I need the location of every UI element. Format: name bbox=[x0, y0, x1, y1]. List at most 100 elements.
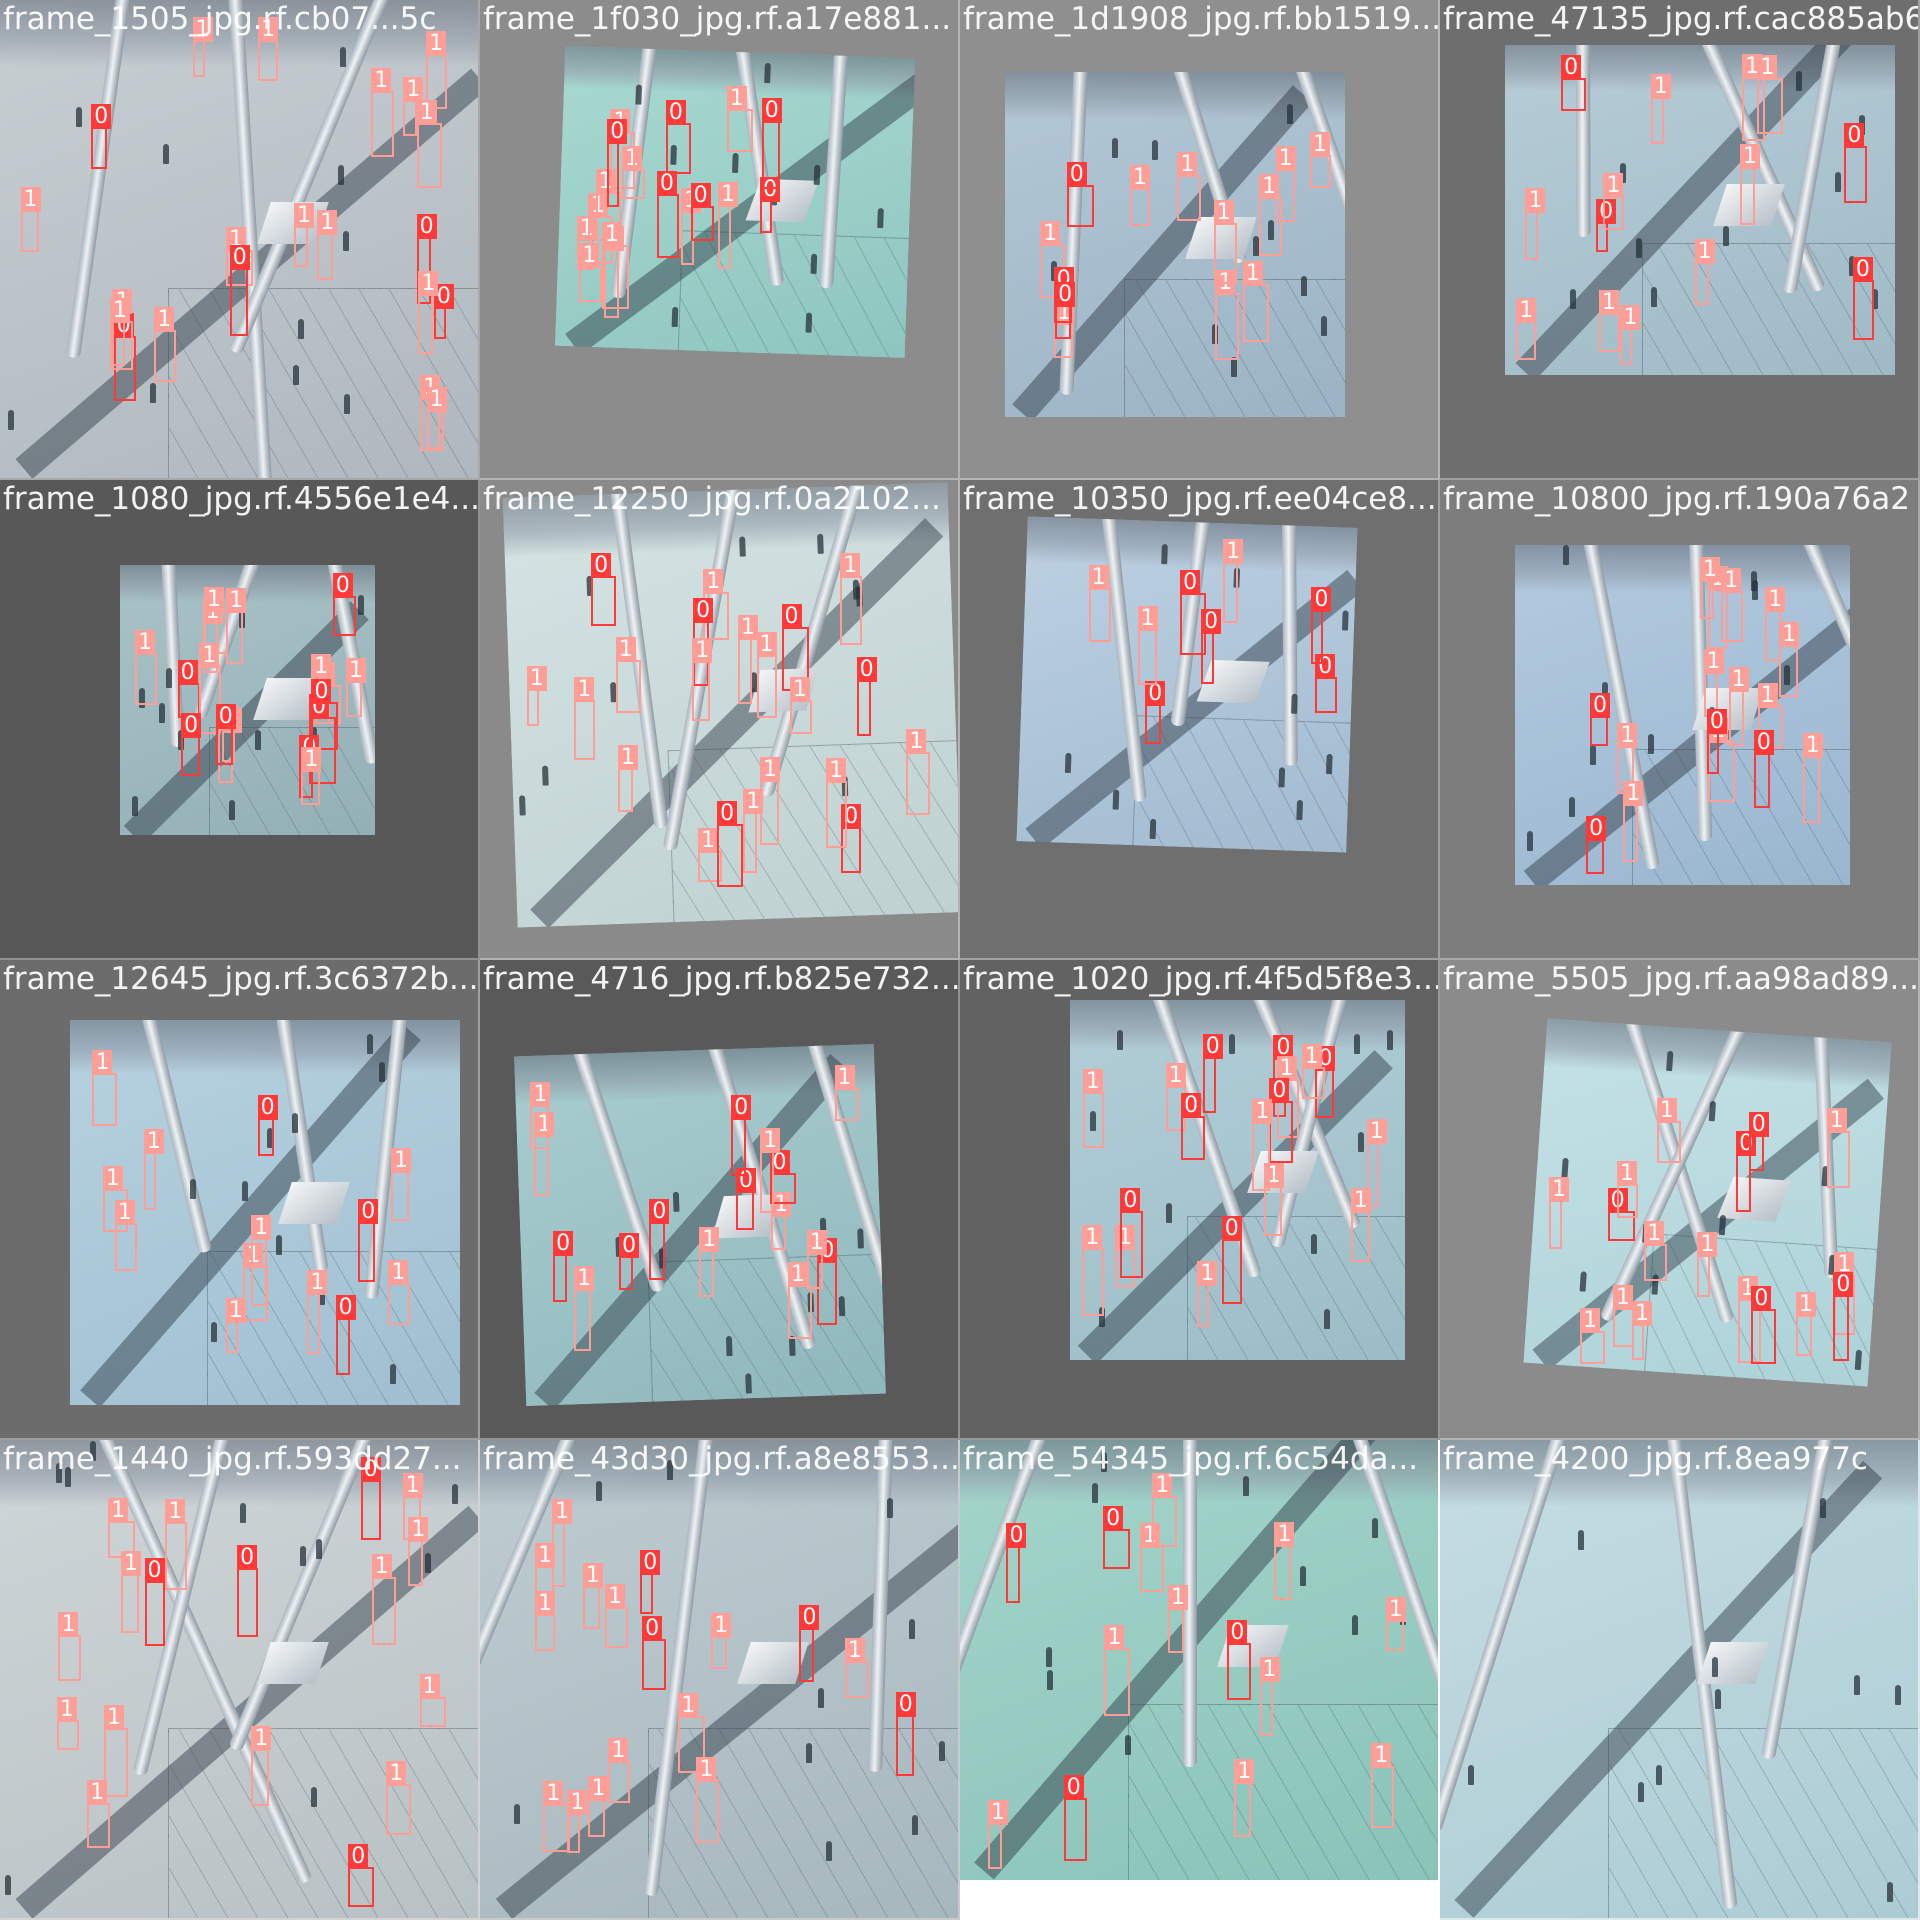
class-label: 1 bbox=[1104, 1624, 1125, 1650]
class-label: 0 bbox=[591, 552, 612, 578]
class-label: 1 bbox=[1826, 1108, 1847, 1134]
pedestrian bbox=[1834, 171, 1841, 192]
mosaic-tile: 1 0 1 1 1 0 1 1 1 0 1 1 0 1 0 1 1 frame_5505_jpg.rf.aa98a… bbox=[1440, 960, 1920, 1440]
pedestrian bbox=[672, 1191, 680, 1212]
detection-box: 1 bbox=[605, 1583, 629, 1648]
class-label: 1 bbox=[1739, 143, 1760, 169]
class-label: 1 bbox=[617, 745, 638, 771]
class-label: 0 bbox=[1055, 281, 1076, 307]
class-label: 1 bbox=[987, 1800, 1008, 1826]
mosaic-tile: 1 1 1 1 1 1 0 0 1 1 0 1 1 frame_1d1908_jpg.rf.bb1519.… bbox=[960, 0, 1440, 480]
pedestrian bbox=[1341, 610, 1349, 631]
pedestrian bbox=[1563, 545, 1570, 566]
pedestrian bbox=[1310, 1234, 1317, 1255]
pedestrian bbox=[293, 365, 300, 386]
pedestrian bbox=[1783, 664, 1790, 685]
pedestrian bbox=[1064, 752, 1072, 773]
detection-box: 1 bbox=[844, 1638, 869, 1699]
class-label: 0 bbox=[215, 703, 236, 729]
class-label: 1 bbox=[1371, 1743, 1392, 1769]
camera-frame bbox=[960, 1440, 1438, 1880]
detection-box: 1 bbox=[711, 1612, 732, 1669]
class-label: 0 bbox=[144, 1558, 165, 1584]
detection-box: 1 bbox=[1516, 297, 1537, 360]
pedestrian bbox=[425, 1553, 432, 1574]
detection-box: 1 bbox=[692, 638, 713, 722]
pedestrian bbox=[1228, 1033, 1235, 1054]
class-label: 1 bbox=[806, 1230, 827, 1256]
pedestrian bbox=[764, 63, 771, 84]
class-label: 0 bbox=[1311, 587, 1332, 613]
detection-box: 1 bbox=[1263, 1162, 1284, 1236]
detection-box: 1 bbox=[526, 666, 547, 727]
detection-box: 1 bbox=[192, 17, 213, 78]
class-label: 0 bbox=[1103, 1506, 1124, 1532]
class-label: 1 bbox=[1082, 1069, 1103, 1095]
pedestrian bbox=[318, 1285, 325, 1306]
pedestrian bbox=[1090, 1111, 1097, 1132]
mosaic-tile: 11110111100010101frame_1f030_jpg.rf.a17e… bbox=[480, 0, 960, 480]
detection-box: 0 bbox=[856, 656, 877, 736]
detection-box: 0 bbox=[760, 177, 781, 234]
detection-box: 1 bbox=[1548, 1177, 1569, 1250]
tile-filename: frame_5505_jpg.rf.aa98ad89... bbox=[1443, 961, 1920, 997]
detection-box: 1 bbox=[617, 745, 638, 813]
class-label: 0 bbox=[229, 244, 250, 270]
class-label: 1 bbox=[771, 1191, 792, 1217]
class-label: 1 bbox=[251, 1214, 272, 1240]
class-label: 1 bbox=[20, 187, 41, 213]
detection-box: 1 bbox=[1223, 539, 1244, 624]
pedestrian bbox=[838, 1296, 845, 1317]
shopfront-band bbox=[0, 1440, 478, 1508]
pedestrian bbox=[825, 1841, 832, 1862]
detection-box: 1 bbox=[307, 1269, 328, 1354]
class-label: 0 bbox=[1145, 680, 1166, 706]
class-label: 1 bbox=[576, 216, 597, 242]
pedestrian bbox=[519, 795, 527, 816]
class-label: 0 bbox=[690, 182, 711, 208]
detection-box: 0 bbox=[1589, 693, 1610, 747]
class-label: 1 bbox=[92, 1049, 113, 1075]
detection-box: 0 bbox=[1202, 1033, 1223, 1113]
class-label: 0 bbox=[731, 1094, 752, 1120]
class-label: 0 bbox=[769, 1150, 790, 1176]
detection-box: 1 bbox=[535, 1590, 556, 1651]
pedestrian bbox=[1047, 1670, 1054, 1691]
detection-box: 1 bbox=[1694, 239, 1715, 306]
detection-box: 0 bbox=[619, 1233, 640, 1291]
detection-box: 1 bbox=[1742, 53, 1766, 141]
pedestrian bbox=[876, 208, 884, 229]
class-label: 1 bbox=[258, 16, 279, 42]
pedestrian bbox=[745, 1373, 753, 1394]
detection-box: 0 bbox=[348, 1843, 375, 1907]
airport-floor bbox=[960, 1440, 1438, 1880]
pedestrian bbox=[163, 144, 170, 165]
pedestrian bbox=[666, 1460, 673, 1481]
tile-filename: frame_1505_jpg.rf.cb07...5c bbox=[3, 1, 437, 37]
detection-box: 0 bbox=[1227, 1620, 1252, 1701]
detection-box: 0 bbox=[1315, 654, 1338, 714]
detection-box: 0 bbox=[237, 1544, 259, 1637]
class-label: 1 bbox=[703, 569, 724, 594]
mosaic-tile: 1 1 1 1 0 1 1 0 1 1 0 1 1 0 frame_47135_jpg.rf.cac885a… bbox=[1440, 0, 1920, 480]
pedestrian bbox=[166, 668, 173, 689]
detection-box: 1 bbox=[1728, 667, 1749, 747]
pedestrian bbox=[158, 702, 165, 723]
detection-box: 1 bbox=[1826, 1108, 1850, 1189]
pedestrian bbox=[340, 47, 347, 68]
detection-box: 1 bbox=[696, 1756, 720, 1843]
queue-barrier bbox=[1128, 1704, 1438, 1880]
detection-box: 1 bbox=[1765, 586, 1786, 661]
class-label: 1 bbox=[1650, 73, 1671, 99]
class-label: 1 bbox=[1757, 55, 1778, 81]
mosaic-tile: 1111010111011110frame_10800_jpg.rf.190a7… bbox=[1440, 480, 1920, 960]
tile-filename: frame_1d1908_jpg.rf.bb1519... bbox=[963, 1, 1440, 37]
detection-box: 1 bbox=[1104, 1624, 1131, 1716]
pedestrian bbox=[1751, 579, 1758, 600]
pedestrian bbox=[1112, 789, 1120, 811]
detection-box: 1 bbox=[1215, 270, 1240, 361]
pedestrian bbox=[738, 536, 746, 557]
shopfront-band bbox=[1070, 1000, 1405, 1051]
pedestrian bbox=[1569, 288, 1576, 309]
pedestrian bbox=[805, 312, 813, 334]
